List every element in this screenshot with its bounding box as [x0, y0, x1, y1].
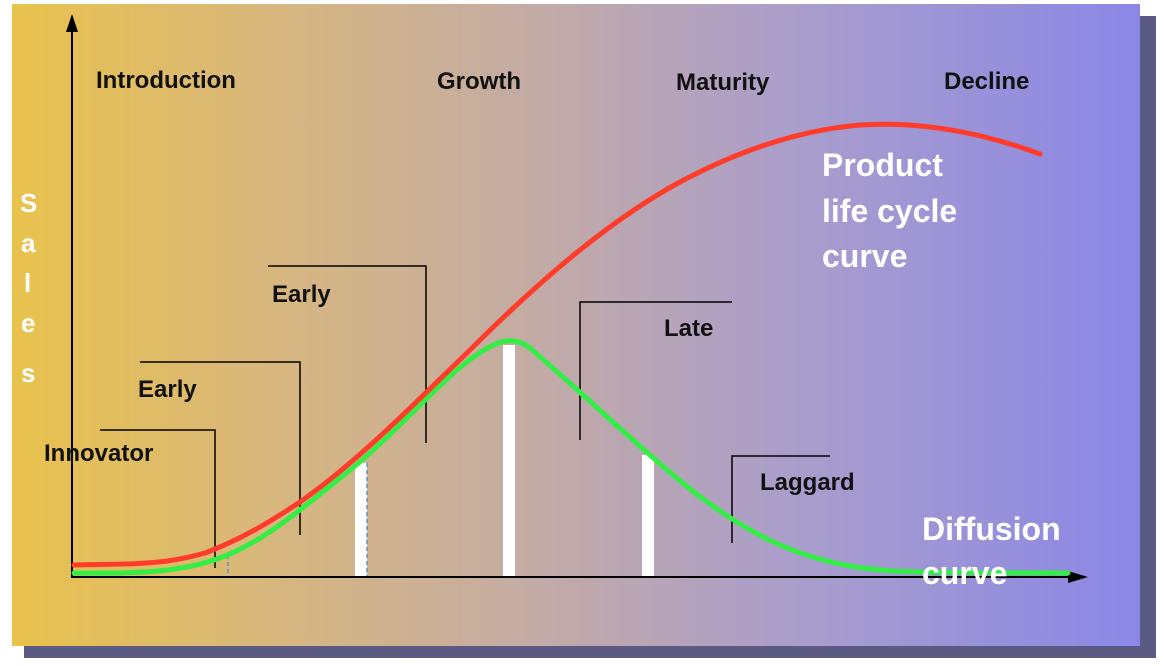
product-life-cycle-curve — [71, 121, 1043, 568]
stage-label-growth: Growth — [437, 68, 521, 95]
y-axis-arrow-icon — [66, 14, 78, 32]
stage-label-decline: Decline — [944, 68, 1029, 95]
laggard-bracket — [731, 455, 830, 543]
y-axis-label-letter: S — [20, 188, 37, 218]
diffusion-curve-label: Diffusion curve — [922, 511, 1061, 591]
y-axis-label-letter: a — [21, 228, 36, 258]
adopter-label-innovator: Innovator — [44, 440, 153, 467]
adopter-label-late-majority: Late — [664, 315, 713, 342]
divider-bar-mean — [503, 345, 515, 576]
adopter-label-early-majority: Early — [272, 281, 331, 308]
stage-label-introduction: Introduction — [96, 67, 236, 94]
curve-label-line: curve — [822, 238, 907, 274]
curve-label-line: life cycle — [822, 193, 957, 229]
slide-background — [12, 4, 1140, 646]
divider-bar-late-majority — [642, 455, 654, 576]
diffusion-curve — [71, 338, 1071, 576]
curve-label-line: Product — [822, 147, 943, 183]
y-axis-label-sales: S a l e s — [20, 188, 37, 388]
early-majority-bracket — [268, 265, 427, 443]
x-axis-arrow-icon — [1068, 571, 1088, 583]
adopter-label-early-adopters: Early — [138, 376, 197, 403]
product-life-cycle-curve-label: Product life cycle curve — [822, 147, 957, 274]
adopter-label-laggard: Laggard — [760, 469, 855, 496]
early-adopters-bracket — [140, 361, 301, 535]
y-axis-label-letter: s — [21, 358, 35, 388]
curve-label-line: Diffusion — [922, 511, 1061, 547]
divider-bar-early-adopters — [355, 463, 367, 576]
y-axis-label-letter: e — [21, 308, 35, 338]
stage-label-maturity: Maturity — [676, 69, 770, 96]
y-axis-label-letter: l — [24, 268, 31, 298]
curve-label-line: curve — [922, 555, 1007, 591]
innovator-bracket — [100, 429, 216, 568]
